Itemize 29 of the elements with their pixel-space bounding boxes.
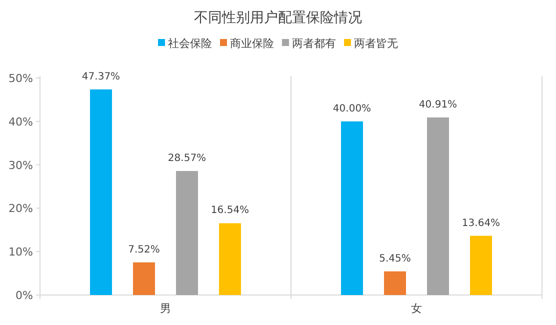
y-tick-label: 20% <box>8 202 33 216</box>
bar <box>427 117 449 295</box>
y-tick-label: 40% <box>8 115 33 128</box>
y-tick-label: 0% <box>16 289 33 302</box>
bar <box>219 223 241 295</box>
text: 40.00% <box>332 103 372 114</box>
legend-label: 社会保险 <box>168 37 212 50</box>
text: 7.52% <box>128 244 160 256</box>
bar <box>90 89 112 295</box>
x-tick-label: 男 <box>160 302 171 315</box>
y-tick-label: 50% <box>8 72 33 85</box>
legend-label: 两者都有 <box>292 37 336 50</box>
text: 40.91% <box>418 99 458 110</box>
bar <box>470 236 492 295</box>
x-tick-label: 女 <box>411 302 422 315</box>
text: 28.57% <box>168 153 206 164</box>
legend-label: 两者皆无 <box>354 37 398 50</box>
text: 47.37% <box>82 71 120 82</box>
legend-label: 商业保险 <box>230 37 274 50</box>
bar <box>133 262 155 295</box>
text: 13.64% <box>462 218 500 229</box>
text: 5.45% <box>379 253 411 264</box>
y-tick-label: 10% <box>8 246 33 259</box>
y-tick-label: 30% <box>8 158 33 172</box>
bar <box>384 271 406 295</box>
text: 16.54% <box>210 205 250 216</box>
chart-title: 不同性别用户配置保险情况 <box>194 10 362 26</box>
bar <box>341 121 363 295</box>
bar <box>176 171 198 295</box>
